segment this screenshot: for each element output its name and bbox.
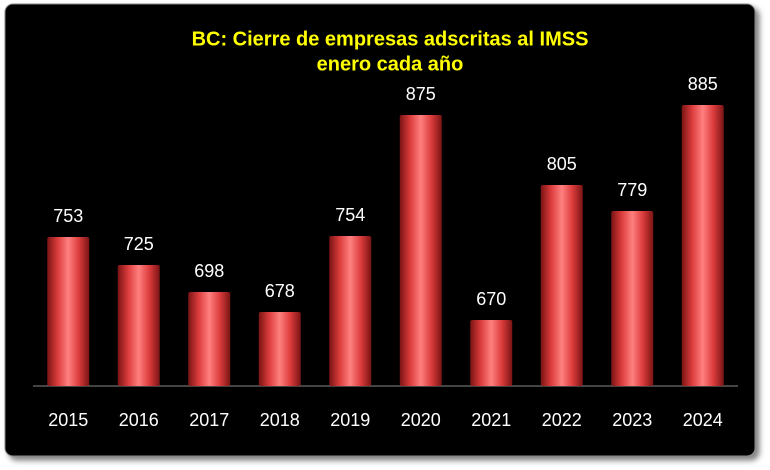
x-tick-label: 2018	[260, 410, 300, 430]
value-label: 698	[194, 261, 224, 281]
bar	[329, 236, 372, 386]
bar	[47, 237, 90, 386]
bar	[117, 265, 160, 386]
x-tick-label: 2019	[330, 410, 370, 430]
value-label: 875	[406, 84, 436, 104]
chart-title: BC: Cierre de empresas adscritas al IMSS	[192, 28, 589, 50]
value-label: 725	[124, 234, 154, 254]
bar	[399, 115, 442, 386]
x-tick-label: 2017	[189, 410, 229, 430]
bar	[681, 105, 724, 386]
value-label: 805	[547, 154, 577, 174]
x-tick-label: 2016	[119, 410, 159, 430]
x-tick-label: 2023	[612, 410, 652, 430]
bar	[470, 320, 513, 386]
bar	[258, 312, 301, 386]
x-tick-label: 2024	[683, 410, 723, 430]
x-tick-label: 2021	[471, 410, 511, 430]
bar	[540, 185, 583, 386]
value-label: 754	[335, 205, 365, 225]
x-tick-label: 2020	[401, 410, 441, 430]
value-label: 779	[617, 180, 647, 200]
value-label: 753	[53, 206, 83, 226]
value-label: 885	[688, 74, 718, 94]
value-label: 678	[265, 281, 295, 301]
x-tick-label: 2022	[542, 410, 582, 430]
x-tick-label: 2015	[48, 410, 88, 430]
bar	[611, 211, 654, 386]
bar	[188, 292, 231, 386]
chart-subtitle: enero cada año	[317, 53, 464, 75]
value-label: 670	[476, 289, 506, 309]
